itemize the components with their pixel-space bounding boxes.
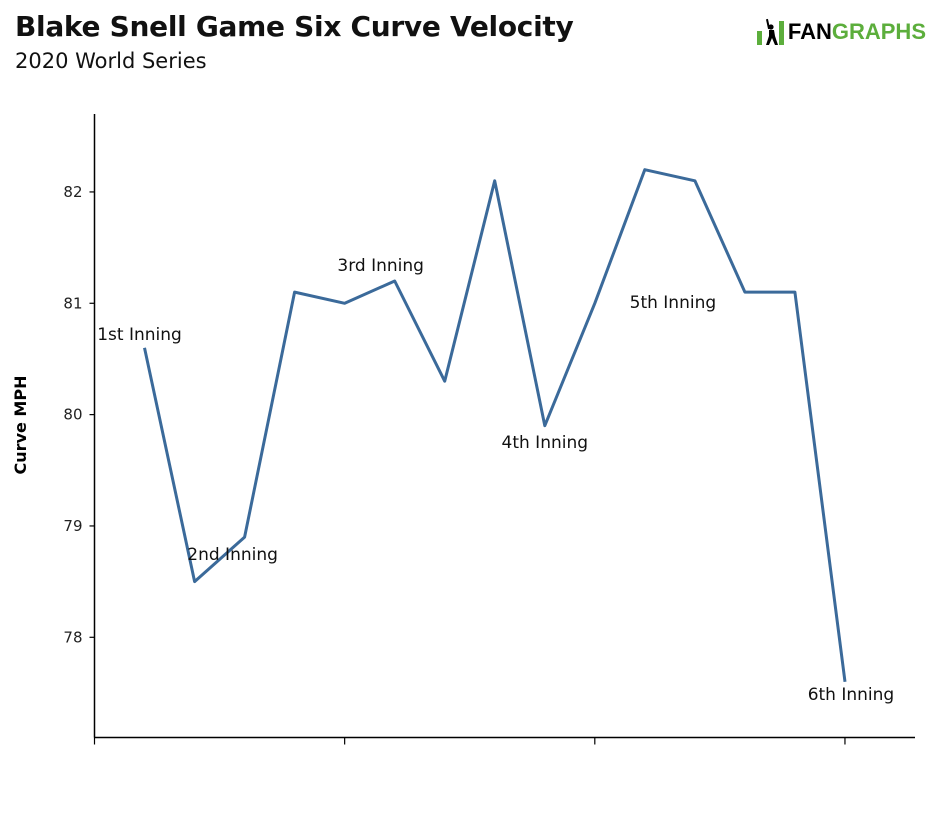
chart-title: Blake Snell Game Six Curve Velocity <box>15 10 574 43</box>
logo-text-graphs: GRAPHS <box>831 19 926 44</box>
y-tick-label: 80 <box>63 406 82 424</box>
y-axis-ticks: 78 79 80 81 82 <box>63 183 95 646</box>
annotation-label: 4th Inning <box>502 433 589 453</box>
annotation-label: 6th Inning <box>808 685 895 705</box>
x-axis-ticks <box>93 737 846 745</box>
logo-text-fan: FAN <box>787 19 832 44</box>
annotation-label: 3rd Inning <box>337 256 424 276</box>
annotation-label: 5th Inning <box>630 293 717 313</box>
annotation-label: 1st Inning <box>97 325 182 345</box>
y-tick-label: 78 <box>63 628 82 646</box>
annotation-label: 2nd Inning <box>187 545 278 565</box>
y-tick-label: 81 <box>63 294 82 312</box>
y-tick-label: 79 <box>63 517 82 535</box>
annotations: 1st Inning 2nd Inning 3rd Inning 4th Inning… <box>97 256 894 705</box>
series-line <box>143 168 847 682</box>
y-tick-label: 82 <box>63 183 82 201</box>
chart-subtitle: 2020 World Series <box>15 49 207 73</box>
y-axis-label: Curve MPH <box>11 376 30 475</box>
fangraphs-logo: FAN GRAPHS <box>756 18 926 46</box>
batter-silhouette-icon <box>756 18 784 45</box>
